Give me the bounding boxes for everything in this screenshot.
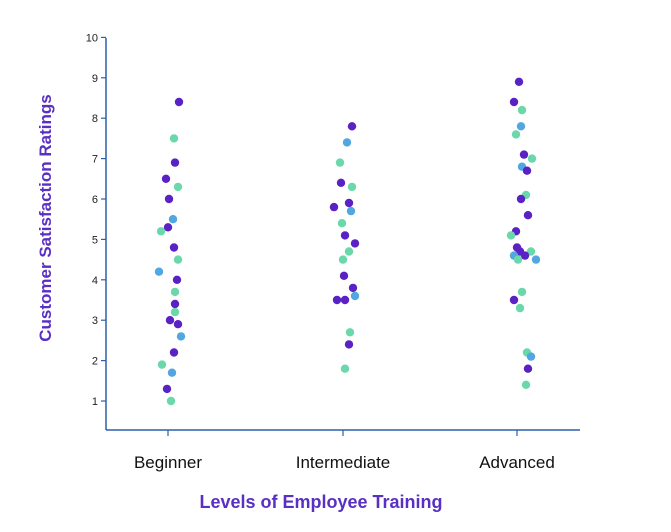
x-ticks: Beginner Intermediate Advanced: [134, 430, 555, 472]
data-point: [165, 316, 175, 325]
y-tick-label: 9: [92, 73, 98, 85]
data-point: [162, 384, 172, 394]
data-point: [523, 211, 533, 220]
data-point: [163, 223, 173, 232]
data-point: [350, 239, 360, 248]
data-point: [509, 295, 519, 305]
data-point: [506, 231, 516, 240]
data-point: [338, 255, 348, 264]
data-point: [169, 243, 179, 252]
data-point: [157, 360, 167, 369]
x-axis-title: Levels of Employee Training: [199, 492, 442, 512]
y-tick-label: 8: [92, 113, 98, 125]
data-point: [340, 295, 350, 305]
data-point: [347, 182, 357, 192]
y-tick-label: 4: [92, 275, 98, 287]
y-tick-label: 3: [92, 315, 98, 327]
data-point: [156, 227, 166, 236]
y-axis-title: Customer Satisfaction Ratings: [36, 94, 55, 342]
data-point: [522, 166, 532, 175]
data-point: [339, 271, 349, 280]
data-point: [172, 275, 182, 284]
data-point: [517, 287, 527, 297]
data-point: [526, 247, 536, 256]
data-point: [173, 182, 183, 192]
data-point: [173, 320, 183, 329]
data-point: [170, 287, 180, 297]
data-point: [514, 77, 524, 87]
data-point: [164, 194, 174, 204]
data-point: [523, 364, 533, 373]
x-tick-label: Intermediate: [296, 453, 391, 472]
data-point: [342, 138, 352, 147]
data-point: [170, 158, 180, 167]
data-point: [521, 380, 531, 389]
data-point: [336, 178, 346, 187]
data-point: [166, 396, 176, 406]
x-tick-label: Beginner: [134, 453, 202, 472]
data-point: [347, 122, 357, 131]
data-point: [345, 328, 355, 337]
data-point: [526, 352, 536, 361]
data-point: [516, 122, 526, 131]
data-point: [520, 251, 530, 260]
data-point: [527, 154, 537, 163]
data-point: [154, 267, 164, 276]
data-point: [335, 158, 345, 167]
data-point: [174, 97, 184, 107]
x-tick-label: Advanced: [479, 453, 555, 472]
data-point: [337, 219, 347, 228]
data-point: [168, 215, 178, 224]
data-point: [519, 150, 529, 159]
data-point: [517, 105, 527, 115]
data-point: [176, 332, 186, 341]
data-point: [169, 134, 179, 143]
y-tick-label: 2: [92, 356, 98, 368]
data-point: [344, 247, 354, 256]
data-point: [170, 307, 180, 317]
data-point: [511, 130, 521, 139]
data-point: [169, 348, 179, 357]
data-point: [332, 295, 342, 305]
data-point: [513, 255, 523, 264]
y-tick-label: 10: [86, 32, 98, 44]
data-point: [170, 299, 180, 309]
data-point: [344, 340, 354, 349]
data-point: [167, 368, 177, 377]
data-point: [515, 303, 525, 313]
data-point: [350, 291, 360, 301]
data-point: [344, 198, 354, 208]
data-point: [161, 174, 171, 183]
data-point: [340, 231, 350, 240]
y-tick-label: 5: [92, 234, 98, 246]
y-ticks: 1 2 3 4 5 6 7 8 9 10: [86, 32, 106, 408]
data-point: [346, 206, 356, 216]
data-point: [173, 255, 183, 264]
data-points: [154, 77, 541, 406]
data-point: [329, 202, 339, 212]
data-point: [340, 364, 350, 373]
y-tick-label: 6: [92, 194, 98, 206]
data-point: [509, 97, 519, 107]
data-point: [348, 283, 358, 293]
y-tick-label: 7: [92, 154, 98, 166]
data-point: [516, 194, 526, 204]
y-tick-label: 1: [92, 396, 98, 408]
data-point: [531, 255, 541, 264]
